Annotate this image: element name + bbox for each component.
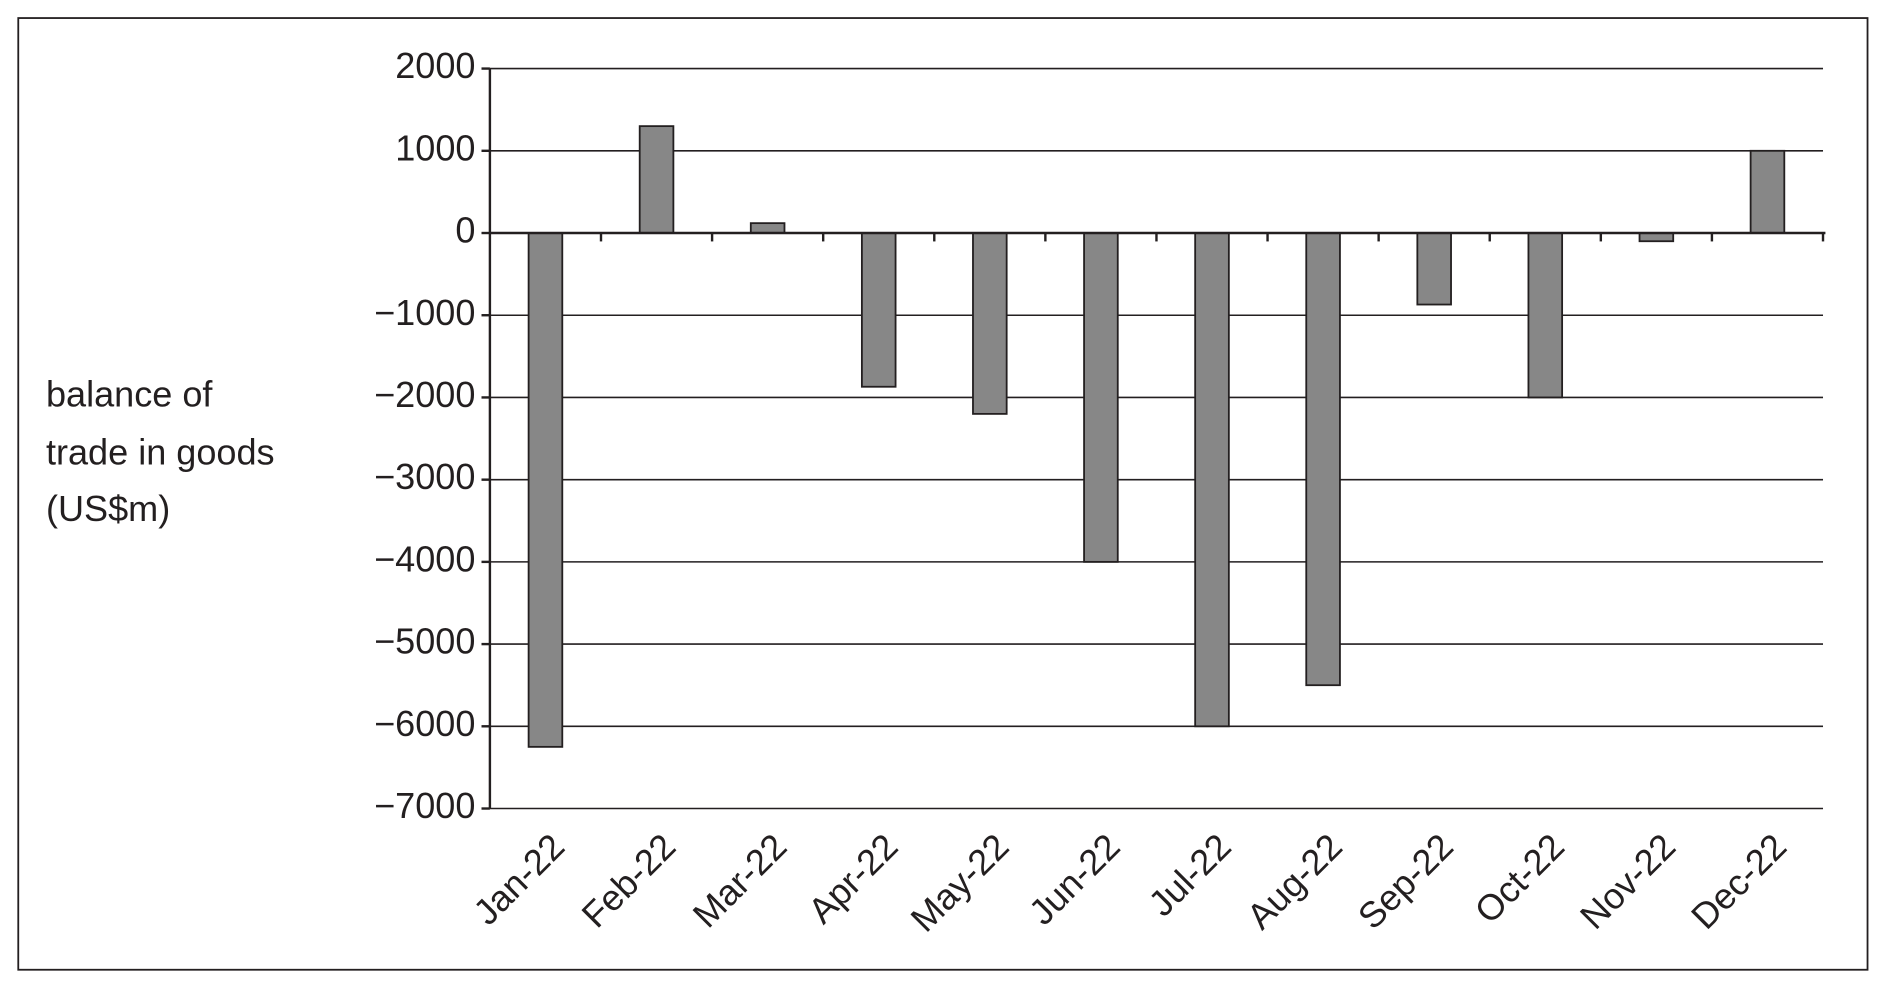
y-tick-label: −5000 [374, 621, 475, 662]
x-tick-label: May-22 [903, 826, 1017, 940]
y-tick-label: −6000 [374, 703, 475, 744]
bar [1194, 232, 1230, 728]
x-tick-label: Jul-22 [1140, 826, 1238, 924]
y-tick-label: −3000 [374, 456, 475, 497]
bar [860, 232, 897, 388]
y-axis-label: balance of [46, 374, 213, 415]
bar [1749, 149, 1786, 234]
x-tick-label: Mar-22 [685, 826, 795, 936]
x-tick-label: Oct-22 [1467, 826, 1573, 932]
bar [972, 232, 1008, 415]
x-tick-label: Sep-22 [1350, 826, 1461, 937]
bar [749, 222, 786, 234]
bar [1416, 232, 1452, 306]
x-tick-label: Aug-22 [1239, 826, 1350, 937]
y-axis-label: (US$m) [46, 488, 170, 529]
x-tick-label: Feb-22 [574, 826, 684, 936]
bar [1638, 232, 1675, 243]
y-tick-label: −4000 [374, 538, 475, 579]
y-tick-label: −1000 [374, 292, 475, 333]
y-tick-label: −7000 [374, 785, 475, 826]
x-tick-label: Dec-22 [1683, 826, 1794, 937]
x-tick-label: Nov-22 [1572, 826, 1683, 937]
y-tick-label: 2000 [395, 45, 475, 86]
bar [1305, 232, 1341, 687]
y-tick-label: 0 [455, 210, 475, 251]
x-tick-label: Jun-22 [1021, 826, 1128, 933]
y-axis-label: trade in goods [46, 431, 275, 472]
bar [1083, 232, 1119, 563]
bar [1527, 232, 1564, 399]
x-tick-label: Jan-22 [465, 826, 572, 933]
bar [638, 125, 675, 234]
bar [527, 232, 564, 748]
y-tick-label: −2000 [374, 374, 475, 415]
x-tick-label: Apr-22 [800, 826, 906, 932]
y-tick-label: 1000 [395, 127, 475, 168]
frame [17, 17, 1869, 971]
